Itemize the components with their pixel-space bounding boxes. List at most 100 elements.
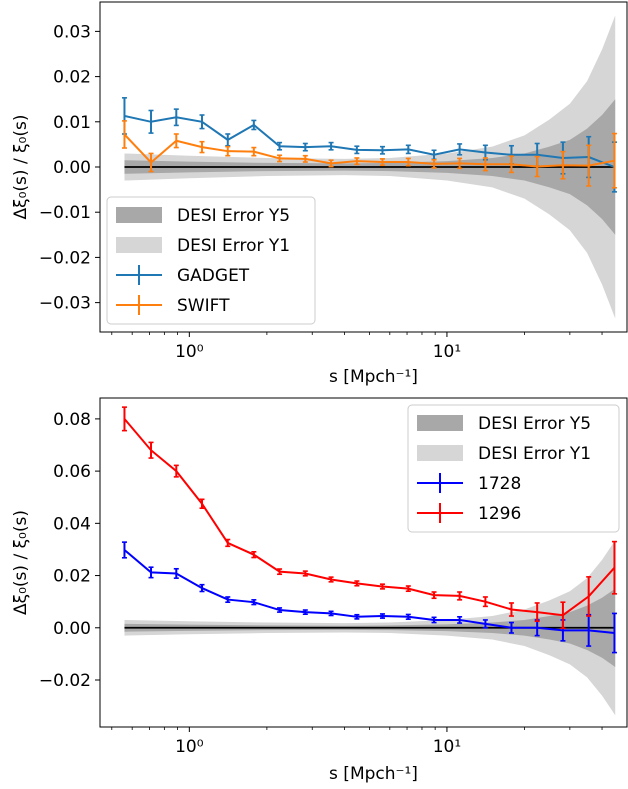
y-tick-label: 0.00 <box>53 158 91 178</box>
error-bar <box>508 602 514 617</box>
error-bar <box>251 146 257 157</box>
series-line-1296 <box>123 418 616 617</box>
error-bar <box>457 157 463 170</box>
error-bar <box>611 132 617 189</box>
series-line-1728 <box>123 549 615 634</box>
legend-swatch-band <box>417 445 463 461</box>
top-panel: −0.03 −0.02 −0.01 0.00 0.01 0.02 0.03 10⁰ 10¹ s [… <box>11 1 628 387</box>
error-bar <box>173 133 179 149</box>
error-bar <box>457 616 463 624</box>
error-bar <box>560 601 566 630</box>
plot-area <box>121 406 617 716</box>
error-bar <box>586 576 592 617</box>
error-bar <box>328 576 334 583</box>
y-tick-label: 0.02 <box>53 68 91 88</box>
error-bar <box>173 567 179 579</box>
error-bar <box>277 154 283 163</box>
error-bar <box>405 613 411 620</box>
error-bar <box>251 599 257 606</box>
error-bar <box>354 580 360 587</box>
legend-swatch-band <box>116 207 162 223</box>
x-tick-label: 10⁰ <box>175 737 204 757</box>
error-bar <box>302 570 308 577</box>
error-bar <box>508 621 514 634</box>
y-tick-label: 0.04 <box>53 514 91 534</box>
error-bar <box>379 613 385 619</box>
error-bar <box>277 607 283 613</box>
series-line-swift <box>123 133 615 168</box>
error-bar <box>277 141 283 151</box>
legend-swatch-band <box>116 237 162 253</box>
error-bar <box>225 145 231 157</box>
legend-swatch-band <box>417 415 463 431</box>
error-bar <box>534 155 540 178</box>
error-bar <box>225 596 231 603</box>
error-bar <box>225 133 231 147</box>
error-bar <box>328 141 334 151</box>
y-tick-label: −0.03 <box>39 294 91 314</box>
bottom-panel: −0.02 0.00 0.02 0.04 0.06 0.08 10⁰ 10¹ s [Mpch⁻¹… <box>11 397 628 784</box>
error-bar <box>534 602 540 623</box>
error-bar <box>431 616 437 624</box>
error-bar <box>560 150 566 180</box>
legend-label: DESI Error Y1 <box>177 236 290 256</box>
error-bar <box>251 119 257 131</box>
y-tick-label: −0.02 <box>39 248 91 268</box>
legend-label: 1296 <box>478 504 521 524</box>
legend-label: SWIFT <box>177 296 230 316</box>
error-bar <box>611 612 617 654</box>
error-bar <box>611 540 617 595</box>
error-bar <box>121 406 127 432</box>
error-bar <box>379 583 385 590</box>
error-bar <box>302 142 308 152</box>
y-tick-label: 0.01 <box>53 113 91 133</box>
error-bar <box>354 157 360 166</box>
error-bar <box>482 157 488 172</box>
y-axis-label: Δξ₀(s) / ξ₀(s) <box>11 115 31 220</box>
error-bar <box>482 619 488 629</box>
error-bar <box>148 152 154 173</box>
legend-label: DESI Error Y5 <box>177 206 290 226</box>
y-tick-label: 0.00 <box>53 619 91 639</box>
legend-box <box>407 404 620 533</box>
error-bar <box>405 157 411 167</box>
legend: DESI Error Y5 DESI Error Y1 1728 1296 <box>407 404 620 533</box>
error-bar <box>199 583 205 593</box>
error-bar <box>328 159 334 168</box>
error-bar <box>354 613 360 620</box>
error-bar <box>148 109 154 134</box>
series-1296 <box>121 406 617 630</box>
x-axis-label: s [Mpch⁻¹] <box>329 367 418 387</box>
error-bar <box>148 441 154 459</box>
legend-label: 1728 <box>478 474 521 494</box>
x-tick-label: 10¹ <box>433 342 461 362</box>
error-bar <box>302 154 308 163</box>
error-bar <box>225 538 231 548</box>
error-bar <box>121 541 127 559</box>
y-axis-label: Δξ₀(s) / ξ₀(s) <box>11 510 31 615</box>
error-bar <box>148 566 154 579</box>
error-bar <box>379 158 385 166</box>
legend: DESI Error Y5 DESI Error Y1 GADGET SWIFT <box>106 196 316 325</box>
y-tick-label: −0.01 <box>39 203 91 223</box>
error-bar <box>199 498 205 509</box>
error-bar <box>457 143 463 156</box>
error-bar <box>482 596 488 608</box>
error-bar <box>405 585 411 593</box>
error-bar <box>199 140 205 154</box>
legend-label: DESI Error Y5 <box>478 414 591 434</box>
error-bar <box>354 145 360 155</box>
series-swift <box>121 120 617 189</box>
x-tick-label: 10¹ <box>433 737 461 757</box>
axes-frame <box>99 397 628 728</box>
legend-label: GADGET <box>177 266 250 286</box>
y-tick-label: 0.02 <box>53 567 91 587</box>
error-bar <box>431 591 437 600</box>
error-bar <box>121 120 127 149</box>
error-bar <box>431 158 437 169</box>
error-bar <box>508 155 514 174</box>
error-bar <box>277 568 283 576</box>
series-1728 <box>121 541 617 654</box>
error-bar <box>173 108 179 127</box>
